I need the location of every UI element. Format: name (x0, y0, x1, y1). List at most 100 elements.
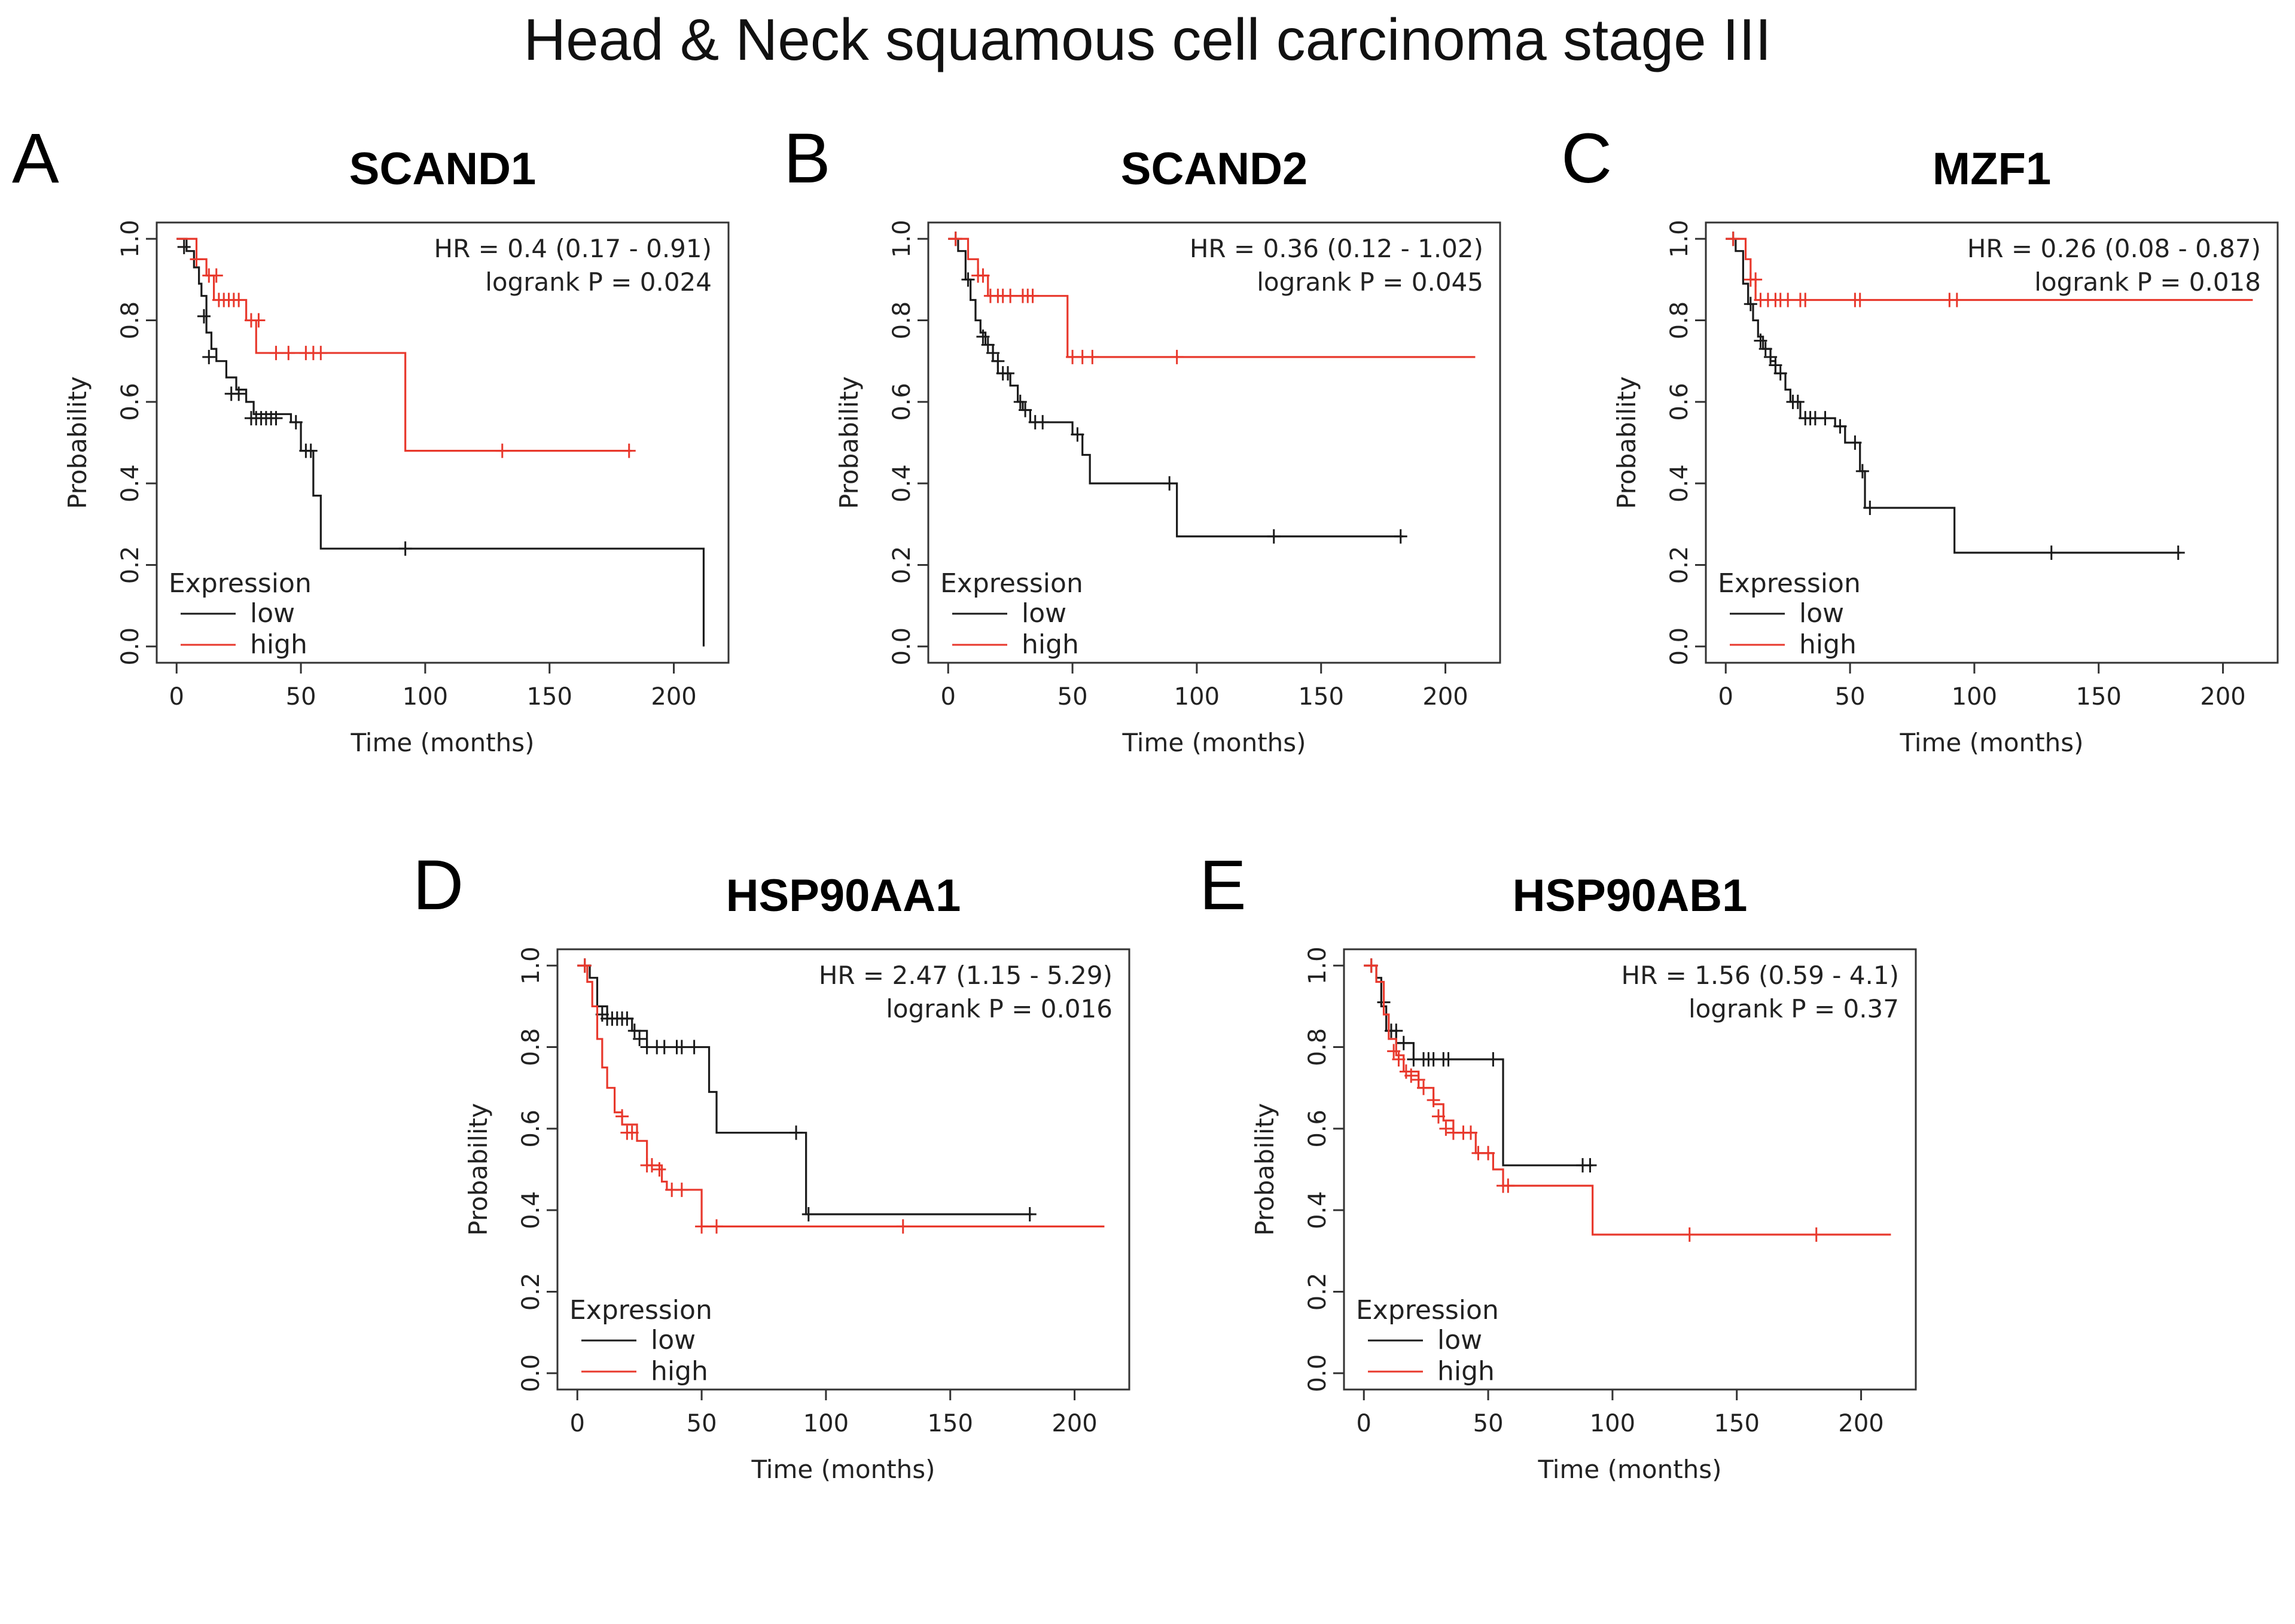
y-tick-label: 0.0 (888, 627, 916, 666)
y-tick-label: 0.2 (1666, 546, 1693, 584)
gene-title: HSP90AB1 (1513, 870, 1748, 921)
x-tick-label: 100 (1174, 683, 1220, 711)
censor-mark-low (633, 1031, 647, 1046)
panel-d: D HSP90AA1 0 50 100 150 200 0.0 0.2 0.4 0.6 0.8 1.0 T… (401, 846, 1178, 1624)
panel-a: A SCAND1 0 50 100 150 200 0.0 0.2 0.4 0.6 0.8 1.0 Tim… (0, 119, 778, 897)
censor-mark-high (615, 1109, 629, 1124)
censor-mark-low (1818, 411, 1832, 426)
censor-mark-low (1013, 394, 1027, 409)
censor-mark-high (625, 1125, 639, 1140)
censor-mark-low (289, 415, 303, 429)
censor-mark-high (675, 1183, 688, 1198)
censor-mark-high (645, 1158, 659, 1173)
x-tick-label: 200 (1422, 683, 1468, 711)
plot-frame (1343, 948, 1917, 1391)
y-axis-label: Probability (464, 1103, 493, 1236)
censor-mark-high (1501, 1178, 1515, 1193)
x-tick-label: 200 (2200, 683, 2245, 711)
y-tick-label: 0.8 (1666, 301, 1693, 340)
logrank-p-text: logrank P = 0.045 (1257, 267, 1483, 297)
censor-mark-high (1439, 1121, 1453, 1136)
legend-label-low: low (1022, 598, 1066, 629)
x-tick-label: 100 (1590, 1410, 1635, 1437)
censor-mark-low (627, 1023, 641, 1038)
gene-title: SCAND1 (349, 144, 537, 194)
censor-mark-high (1749, 272, 1763, 287)
x-tick-label: 50 (1057, 683, 1088, 711)
hazard-ratio-text: HR = 1.56 (0.59 - 4.1) (1622, 961, 1899, 990)
km-plot-svg: C MZF1 0 50 100 150 200 0.0 0.2 0.4 0.6 0.8 1.0 Time … (1561, 119, 2279, 757)
survival-curve-high (1726, 237, 2253, 301)
plot-frame (556, 948, 1130, 1391)
x-tick-label: 150 (928, 1410, 973, 1437)
censor-mark-low (1036, 415, 1050, 429)
censor-mark-low (687, 1040, 701, 1055)
censor-mark-low (620, 1011, 634, 1026)
censor-mark-high (282, 346, 295, 361)
censor-mark-low (1071, 427, 1084, 442)
legend-title: Expression (940, 568, 1083, 599)
x-axis-label: Time (months) (1537, 1455, 1721, 1484)
censor-mark-low (1441, 1052, 1455, 1067)
x-axis-label: Time (months) (1899, 728, 2083, 757)
censor-mark-low (981, 337, 995, 352)
censor-mark-low (269, 411, 283, 426)
legend-label-high: high (250, 629, 307, 660)
panel-letter: B (784, 119, 831, 198)
y-tick-label: 0.0 (1666, 627, 1693, 666)
x-axis-label: Time (months) (350, 728, 534, 757)
y-tick-label: 0.2 (117, 546, 144, 584)
y-tick-label: 0.6 (888, 383, 916, 421)
y-tick-label: 0.8 (517, 1028, 545, 1067)
censor-mark-low (976, 329, 990, 344)
censor-mark-low (398, 541, 412, 556)
y-axis-label: Probability (63, 376, 92, 509)
x-tick-label: 100 (1952, 683, 1997, 711)
x-tick-label: 0 (1718, 683, 1733, 711)
legend-title: Expression (1356, 1295, 1499, 1326)
plot-frame (156, 221, 730, 664)
gene-title: SCAND2 (1121, 144, 1308, 194)
x-tick-label: 200 (1838, 1410, 1883, 1437)
km-plot-svg: D HSP90AA1 0 50 100 150 200 0.0 0.2 0.4 0.6 0.8 1.0 T… (413, 846, 1130, 1484)
y-tick-label: 1.0 (517, 946, 545, 985)
censor-mark-high (1950, 292, 1964, 307)
y-tick-label: 0.4 (1304, 1191, 1331, 1229)
y-tick-label: 1.0 (117, 220, 144, 258)
censor-mark-high (1417, 1080, 1431, 1095)
x-tick-label: 50 (286, 683, 316, 711)
censor-mark-high (653, 1162, 666, 1177)
x-axis-label: Time (months) (1121, 728, 1306, 757)
censor-mark-low (1773, 366, 1787, 381)
censor-mark-high (190, 252, 203, 267)
panel-letter: C (1561, 119, 1612, 198)
censor-mark-low (1863, 501, 1877, 516)
y-tick-label: 0.0 (517, 1354, 545, 1393)
x-tick-label: 100 (403, 683, 448, 711)
y-axis-label: Probability (1250, 1103, 1279, 1236)
legend-title: Expression (1718, 568, 1861, 599)
y-tick-label: 0.4 (888, 464, 916, 502)
y-axis-label: Probability (1612, 376, 1641, 509)
censor-mark-high (1853, 292, 1867, 307)
x-tick-label: 50 (1835, 683, 1866, 711)
logrank-p-text: logrank P = 0.016 (886, 994, 1113, 1023)
legend-label-low: low (250, 598, 295, 629)
y-tick-label: 0.6 (1666, 383, 1693, 421)
censor-mark-high (976, 268, 990, 283)
y-tick-label: 0.2 (888, 546, 916, 584)
km-plot-svg: A SCAND1 0 50 100 150 200 0.0 0.2 0.4 0.6 0.8 1.0 Tim… (12, 119, 730, 757)
censor-mark-low (1764, 349, 1778, 364)
censor-mark-low (1583, 1158, 1597, 1173)
y-tick-label: 0.2 (1304, 1273, 1331, 1311)
x-tick-label: 0 (570, 1410, 585, 1437)
censor-mark-low (1769, 358, 1782, 373)
y-tick-label: 0.8 (117, 301, 144, 340)
censor-mark-low (232, 386, 246, 401)
censor-mark-high (622, 443, 636, 458)
censor-mark-high (949, 231, 962, 246)
panel-c: C MZF1 0 50 100 150 200 0.0 0.2 0.4 0.6 0.8 1.0 Time … (1549, 119, 2295, 897)
panel-b: B SCAND2 0 50 100 150 200 0.0 0.2 0.4 0.6 0.8 1.0 Tim… (772, 119, 1549, 897)
censor-mark-high (1427, 1093, 1440, 1108)
censor-mark-low (2044, 546, 2058, 560)
